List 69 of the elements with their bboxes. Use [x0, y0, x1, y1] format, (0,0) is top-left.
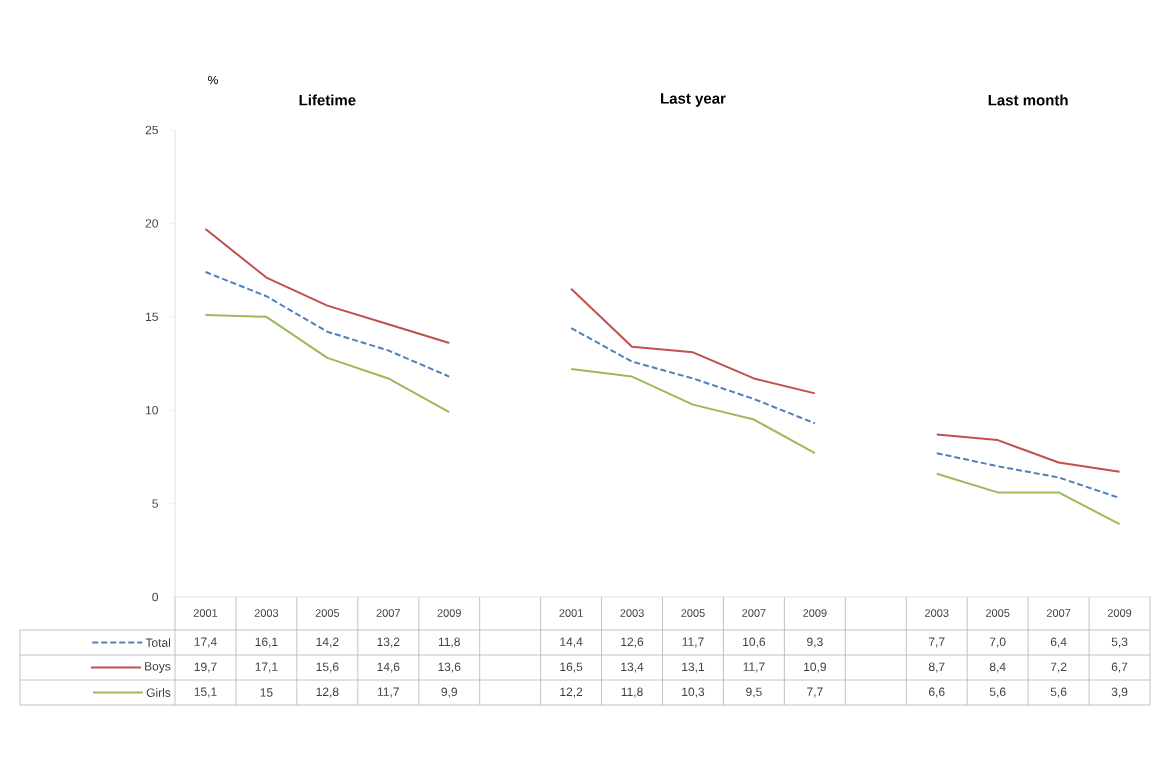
x-tick-label: 2001 [193, 609, 218, 617]
data-label: 13,1 [682, 662, 705, 673]
x-tick-label: 2007 [376, 609, 400, 617]
y-tick-label: 10 [146, 405, 159, 415]
data-label: 7,7 [929, 637, 945, 648]
data-label: 15 [260, 688, 273, 697]
data-label: 12,8 [316, 687, 339, 698]
legend-label: Total [145, 638, 171, 647]
data-label: 6,7 [1111, 662, 1128, 673]
data-label: 7,7 [807, 687, 823, 698]
data-label: 17,4 [194, 637, 217, 648]
x-tick-label: 2005 [315, 609, 340, 617]
data-label: 8,4 [989, 662, 1006, 673]
text: Lifetime [299, 94, 356, 106]
y-tick-label: 15 [146, 312, 158, 321]
x-tick-label: 2003 [925, 609, 949, 617]
data-label: 7,2 [1050, 662, 1067, 673]
data-label: 9,3 [807, 637, 823, 648]
data-label: 14,4 [560, 637, 583, 648]
data-label: 16,1 [255, 637, 278, 648]
data-label: 15,1 [194, 687, 217, 698]
text: Last year [661, 93, 726, 107]
data-label: 11,7 [377, 687, 399, 698]
data-label: 16,5 [560, 662, 583, 673]
data-label: 13,6 [438, 662, 461, 673]
data-label: 12,6 [621, 637, 644, 648]
x-tick-label: 2005 [985, 609, 1010, 617]
data-label: 9,5 [746, 687, 762, 698]
x-tick-label: 2009 [803, 609, 827, 617]
legend-label: Boys [145, 662, 171, 673]
data-label: 11,8 [621, 687, 643, 698]
y-tick-label: 25 [145, 125, 158, 135]
data-label: 14,2 [316, 637, 339, 648]
x-tick-label: 2009 [1107, 609, 1132, 617]
x-tick-label: 2001 [559, 609, 583, 617]
data-label: 17,1 [255, 662, 278, 673]
data-label: 15,6 [316, 662, 339, 673]
data-label: 13,2 [377, 637, 400, 648]
x-tick-label: 2003 [620, 609, 644, 617]
data-label: 5,6 [1050, 687, 1067, 698]
data-label: 6,4 [1050, 637, 1067, 648]
data-label: 10,6 [743, 637, 766, 648]
x-tick-label: 2007 [1046, 609, 1071, 617]
x-tick-label: 2003 [254, 609, 279, 617]
data-label: 5,3 [1111, 637, 1128, 648]
data-label: 19,7 [194, 662, 217, 673]
data-label: 6,6 [929, 687, 945, 698]
data-label: 8,7 [928, 662, 945, 673]
data-label: 13,4 [621, 662, 644, 673]
data-label: 11,8 [438, 637, 460, 648]
data-label: 9,9 [441, 687, 457, 698]
data-label: 11,7 [682, 637, 704, 648]
data-label: 11,7 [743, 662, 765, 673]
data-label: 5,6 [989, 687, 1006, 698]
data-label: 10,9 [804, 662, 826, 673]
data-label: 14,6 [377, 662, 400, 673]
y-tick-label: 0 [152, 592, 159, 602]
y-tick-label: 20 [145, 219, 159, 228]
text: Last month [988, 94, 1068, 106]
data-label: 3,9 [1111, 687, 1128, 698]
y-tick-label: 5 [152, 499, 158, 508]
data-label: 7,0 [989, 637, 1006, 648]
x-tick-label: 2007 [742, 609, 766, 617]
data-label: 10,3 [682, 687, 705, 698]
x-tick-label: 2005 [681, 609, 705, 617]
legend-label: Girls [146, 688, 171, 697]
data-label: 12,2 [560, 687, 583, 698]
x-tick-label: 2009 [437, 609, 461, 617]
y-axis-title: % [208, 75, 218, 85]
